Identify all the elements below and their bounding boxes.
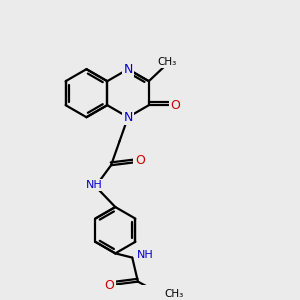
Text: O: O	[105, 279, 115, 292]
Text: CH₃: CH₃	[164, 289, 183, 299]
Text: N: N	[123, 111, 133, 124]
Text: N: N	[123, 63, 133, 76]
Text: NH: NH	[137, 250, 154, 260]
Text: O: O	[170, 99, 180, 112]
Text: NH: NH	[86, 180, 103, 190]
Text: CH₃: CH₃	[158, 57, 177, 67]
Text: O: O	[135, 154, 145, 167]
